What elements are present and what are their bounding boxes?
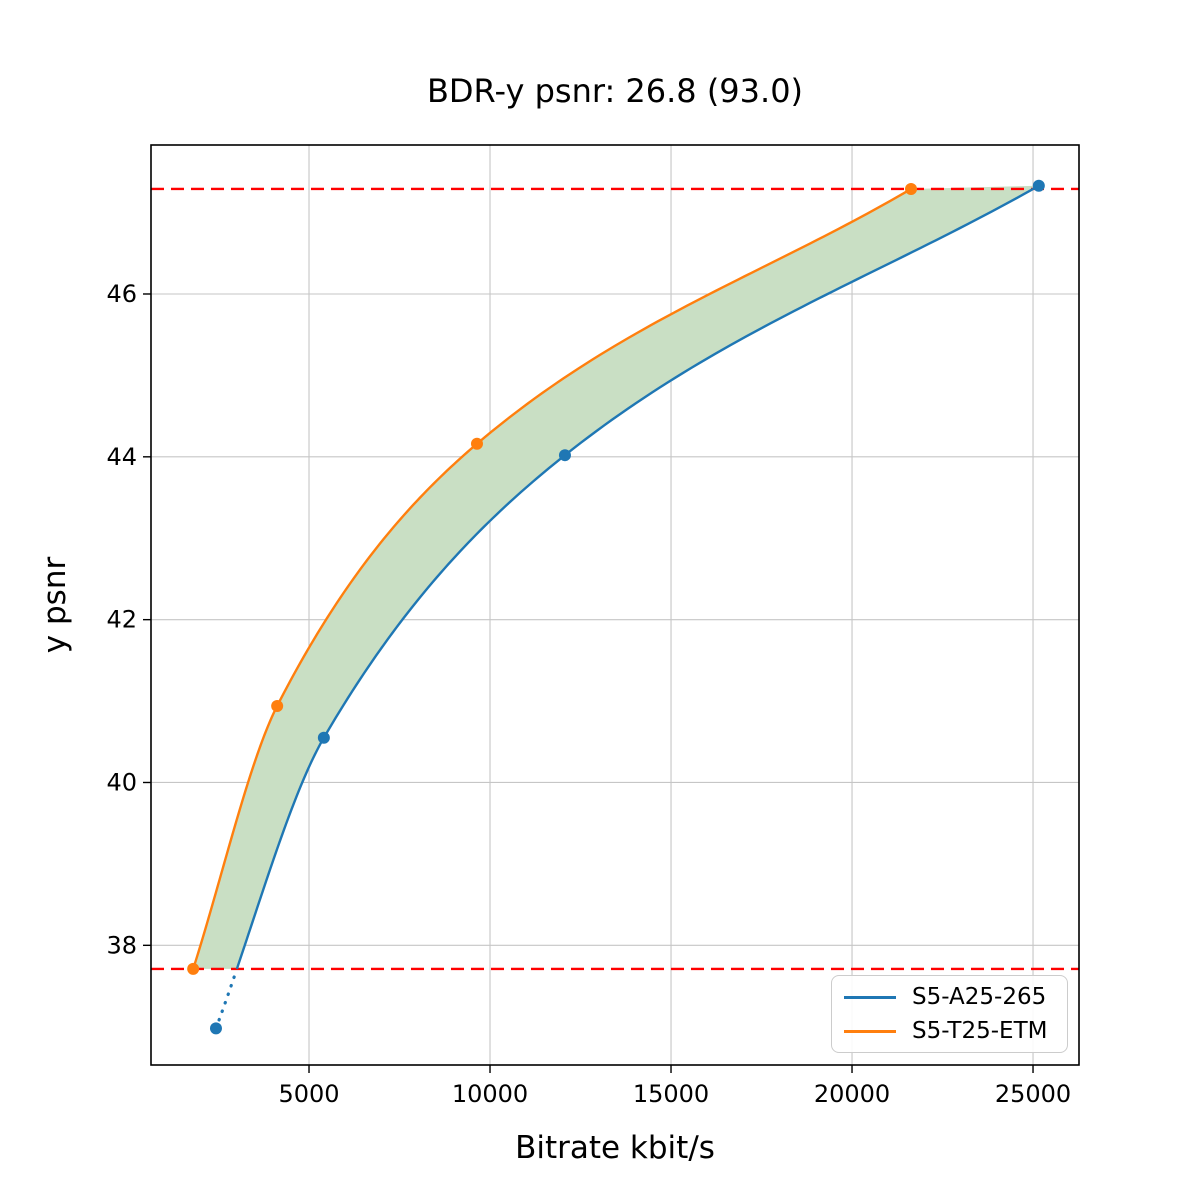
legend-line-sample-blue — [844, 995, 896, 999]
legend-line-sample-orange — [844, 1029, 896, 1033]
x-tick-label: 15000 — [633, 1080, 709, 1108]
y-tick-label: 44 — [106, 443, 137, 471]
bd-overlap-fill — [193, 185, 1039, 969]
legend-item-s5-t25-etm: S5-T25-ETM — [844, 1014, 1067, 1048]
curve-s5-a25-265-dotted — [214, 967, 239, 1030]
plot-frame — [150, 144, 1080, 1066]
data-point-s5-t25-etm — [905, 182, 918, 195]
curve-s5-a25-265 — [235, 184, 1040, 970]
x-tick-label: 10000 — [452, 1080, 528, 1108]
y-tick-label: 42 — [106, 606, 137, 634]
legend-label: S5-T25-ETM — [912, 1018, 1048, 1044]
curve-s5-t25-etm — [192, 187, 912, 970]
y-axis-label: y psnr — [37, 556, 73, 654]
y-tick-label: 40 — [106, 768, 137, 796]
x-tick-label: 5000 — [278, 1080, 339, 1108]
data-point-s5-t25-etm — [271, 699, 284, 712]
chart-title: BDR-y psnr: 26.8 (93.0) — [426, 72, 804, 110]
data-point-s5-t25-etm — [187, 962, 200, 975]
x-tick-label: 25000 — [995, 1080, 1071, 1108]
y-tick-label: 46 — [106, 280, 137, 308]
y-tick-label: 38 — [106, 931, 137, 959]
x-axis-label: Bitrate kbit/s — [515, 1130, 715, 1166]
legend-label: S5-A25-265 — [912, 984, 1047, 1010]
legend-item-s5-a25-265: S5-A25-265 — [844, 980, 1067, 1014]
data-point-s5-a25-265 — [558, 449, 571, 462]
data-point-s5-a25-265 — [317, 731, 330, 744]
legend: S5-A25-265 S5-T25-ETM — [831, 975, 1068, 1053]
data-point-s5-a25-265 — [209, 1022, 222, 1035]
data-point-s5-a25-265 — [1032, 179, 1045, 192]
x-tick-label: 20000 — [814, 1080, 890, 1108]
data-point-s5-t25-etm — [470, 437, 483, 450]
